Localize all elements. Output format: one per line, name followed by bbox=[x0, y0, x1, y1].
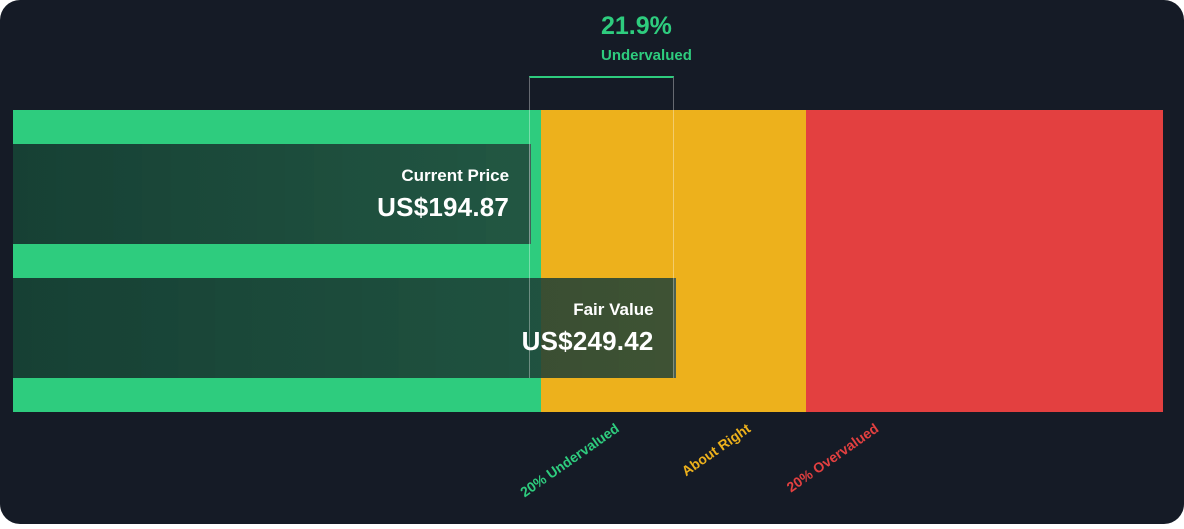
zone-label-overvalued: 20% Overvalued bbox=[783, 420, 882, 496]
overvalued-zone bbox=[805, 110, 1163, 412]
current-price-value: US$194.87 bbox=[377, 192, 510, 222]
zone-label-about-right: About Right bbox=[678, 420, 754, 480]
zone-label-undervalued: 20% Undervalued bbox=[517, 420, 623, 501]
fair-value-label: Fair Value bbox=[573, 300, 654, 319]
fair-value-value: US$249.42 bbox=[521, 326, 654, 356]
difference-bracket bbox=[529, 76, 674, 378]
difference-label: Undervalued bbox=[601, 47, 692, 64]
fair-value-label-group: Fair Value US$249.42 bbox=[522, 300, 654, 357]
fair-value-bar: Fair Value US$249.42 bbox=[13, 278, 676, 378]
current-price-label-group: Current Price US$194.87 bbox=[377, 166, 509, 223]
current-price-label: Current Price bbox=[401, 166, 510, 185]
current-price-bar: Current Price US$194.87 bbox=[13, 144, 532, 244]
difference-percent: 21.9% bbox=[601, 12, 672, 40]
